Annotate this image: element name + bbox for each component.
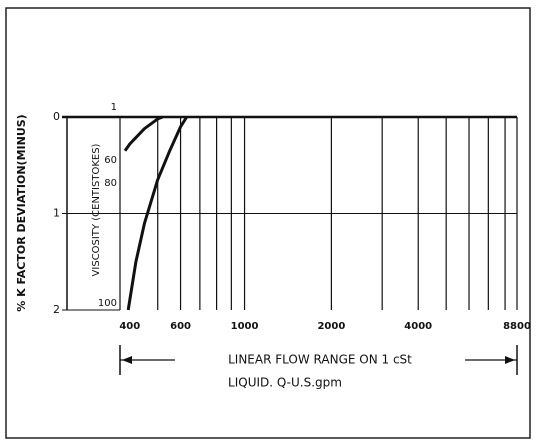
x-tick-label: 4000 [404,321,432,332]
viscosity-label: VISCOSITY (CENTISTOKES) [91,143,102,276]
viscosity-tick-label: 100 [98,298,117,309]
range-annotation: LIQUID. Q-U.S.gpm [228,376,342,390]
y-tick-label: 0 [53,110,60,123]
viscosity-tick-label: 60 [104,155,117,166]
viscosity-tick-label: 1 [111,102,117,113]
arrow-head [122,356,132,364]
x-tick-label: 400 [119,321,140,332]
x-tick-label: 600 [170,321,191,332]
y-tick-label: 1 [53,207,60,220]
x-tick-label: 8800 [503,321,531,332]
frame [5,7,531,439]
x-tick-label: 2000 [317,321,345,332]
x-tick-label: 1000 [231,321,259,332]
curve [123,115,164,152]
y-axis-label: % K FACTOR DEVIATION(MINUS) [15,114,28,311]
y-tick-label: 2 [53,303,60,316]
arrow-head [505,356,515,364]
label-bg [175,351,465,369]
viscosity-tick-label: 80 [104,178,117,189]
curve [126,116,188,311]
range-annotation: LINEAR FLOW RANGE ON 1 cSt [228,353,412,367]
